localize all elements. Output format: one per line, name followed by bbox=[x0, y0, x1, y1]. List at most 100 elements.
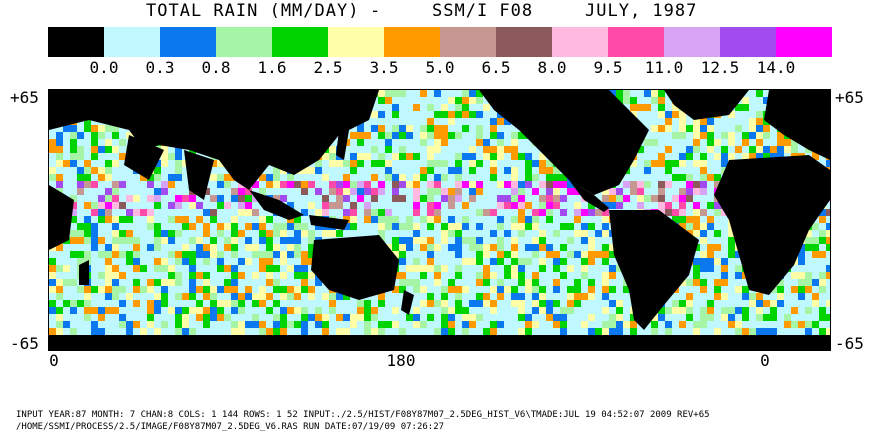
rain-cell bbox=[231, 279, 238, 286]
rain-cell bbox=[749, 153, 756, 160]
rain-cell bbox=[462, 104, 469, 111]
rain-cell bbox=[560, 209, 567, 216]
land-mass bbox=[664, 90, 749, 120]
rain-cell bbox=[665, 125, 672, 132]
rain-cell bbox=[532, 272, 539, 279]
rain-cell bbox=[539, 167, 546, 174]
rain-cell bbox=[819, 328, 826, 335]
rain-cell bbox=[602, 321, 609, 328]
rain-cell bbox=[161, 265, 168, 272]
rain-cell bbox=[350, 321, 357, 328]
rain-cell bbox=[777, 293, 784, 300]
rain-cell bbox=[203, 251, 210, 258]
rain-cell bbox=[476, 188, 483, 195]
rain-cell bbox=[231, 244, 238, 251]
rain-cell bbox=[553, 174, 560, 181]
rain-cell bbox=[518, 293, 525, 300]
rain-cell bbox=[721, 132, 728, 139]
rain-cell bbox=[238, 293, 245, 300]
rain-cell bbox=[294, 321, 301, 328]
rain-cell bbox=[182, 195, 189, 202]
rain-cell bbox=[301, 209, 308, 216]
rain-cell bbox=[497, 321, 504, 328]
rain-cell bbox=[455, 111, 462, 118]
rain-cell bbox=[420, 300, 427, 307]
rain-cell bbox=[371, 328, 378, 335]
rain-cell bbox=[161, 188, 168, 195]
rain-cell bbox=[693, 209, 700, 216]
rain-cell bbox=[357, 195, 364, 202]
rain-cell bbox=[602, 293, 609, 300]
rain-cell bbox=[105, 279, 112, 286]
rain-cell bbox=[280, 328, 287, 335]
rain-cell bbox=[308, 202, 315, 209]
rain-cell bbox=[63, 125, 70, 132]
legend-tick-label: 2.5 bbox=[313, 58, 343, 77]
rain-cell bbox=[84, 237, 91, 244]
legend-tick-label: 5.0 bbox=[425, 58, 455, 77]
rain-cell bbox=[154, 188, 161, 195]
legend-swatch bbox=[328, 27, 384, 57]
rain-cell bbox=[413, 181, 420, 188]
rain-cell bbox=[462, 90, 469, 97]
rain-cell bbox=[728, 244, 735, 251]
rain-cell bbox=[413, 307, 420, 314]
rain-cell bbox=[168, 251, 175, 258]
rain-cell bbox=[413, 174, 420, 181]
legend-tick-label: 9.5 bbox=[593, 58, 623, 77]
rain-cell bbox=[742, 139, 749, 146]
rain-cell bbox=[497, 293, 504, 300]
rain-cell bbox=[441, 111, 448, 118]
rain-cell bbox=[735, 272, 742, 279]
rain-cell bbox=[567, 265, 574, 272]
rain-cell bbox=[679, 216, 686, 223]
rain-cell bbox=[385, 321, 392, 328]
rain-cell bbox=[651, 139, 658, 146]
rain-cell bbox=[644, 181, 651, 188]
rain-cell bbox=[308, 244, 315, 251]
rain-cell bbox=[777, 279, 784, 286]
rain-cell bbox=[203, 244, 210, 251]
rain-cell bbox=[609, 328, 616, 335]
rain-cell bbox=[98, 167, 105, 174]
rain-cell bbox=[483, 146, 490, 153]
rain-cell bbox=[462, 314, 469, 321]
rain-cell bbox=[49, 174, 56, 181]
rain-cell bbox=[413, 195, 420, 202]
rain-cell bbox=[91, 139, 98, 146]
rain-cell bbox=[168, 237, 175, 244]
rain-cell bbox=[175, 258, 182, 265]
rain-cell bbox=[98, 314, 105, 321]
rain-cell bbox=[119, 139, 126, 146]
rain-cell bbox=[791, 321, 798, 328]
rain-cell bbox=[287, 307, 294, 314]
rain-cell bbox=[637, 188, 644, 195]
rain-cell bbox=[266, 181, 273, 188]
rain-cell bbox=[595, 230, 602, 237]
rain-cell bbox=[273, 286, 280, 293]
rain-cell bbox=[378, 328, 385, 335]
rain-cell bbox=[392, 244, 399, 251]
rain-cell bbox=[602, 328, 609, 335]
rain-cell bbox=[616, 321, 623, 328]
rain-cell bbox=[714, 209, 721, 216]
rain-cell bbox=[392, 90, 399, 97]
rain-cell bbox=[329, 230, 336, 237]
rain-cell bbox=[84, 230, 91, 237]
rain-cell bbox=[693, 125, 700, 132]
rain-cell bbox=[553, 286, 560, 293]
rain-cell bbox=[483, 251, 490, 258]
rain-cell bbox=[721, 279, 728, 286]
rain-cell bbox=[364, 132, 371, 139]
rain-cell bbox=[56, 132, 63, 139]
rain-map-grid bbox=[49, 90, 830, 350]
rain-cell bbox=[350, 181, 357, 188]
rain-cell bbox=[490, 132, 497, 139]
rain-cell bbox=[826, 244, 830, 251]
rain-cell bbox=[546, 174, 553, 181]
rain-cell bbox=[714, 230, 721, 237]
rain-cell bbox=[196, 314, 203, 321]
rain-cell bbox=[798, 286, 805, 293]
rain-cell bbox=[441, 188, 448, 195]
rain-cell bbox=[224, 279, 231, 286]
